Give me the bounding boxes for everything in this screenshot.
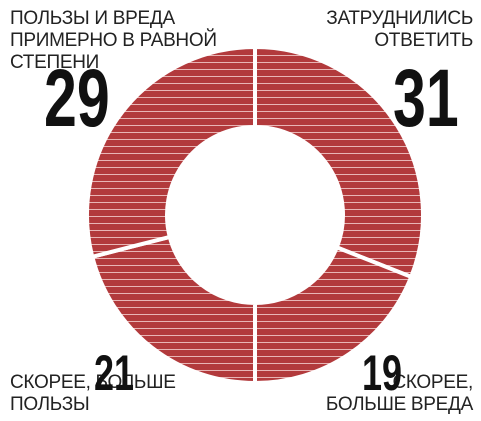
category-label: СКОРЕЕ, БОЛЬШЕ ПОЛЬЗЫ [10, 372, 176, 415]
donut-segment [85, 44, 257, 260]
value-label: 29 [44, 53, 110, 144]
category-label: ПОЛЬЗЫ И ВРЕДА ПРИМЕРНО В РАВНОЙ СТЕПЕНИ [10, 8, 217, 73]
donut-segment [253, 44, 425, 280]
donut-segment [253, 244, 414, 386]
category-label: ЗАТРУДНИЛИСЬ ОТВЕТИТЬ [326, 8, 473, 51]
donut-segment [89, 234, 257, 386]
value-label: 21 [94, 345, 135, 401]
value-label: 19 [362, 345, 403, 401]
value-label: 31 [393, 53, 459, 144]
category-label: СКОРЕЕ, БОЛЬШЕ ВРЕДА [325, 372, 473, 415]
